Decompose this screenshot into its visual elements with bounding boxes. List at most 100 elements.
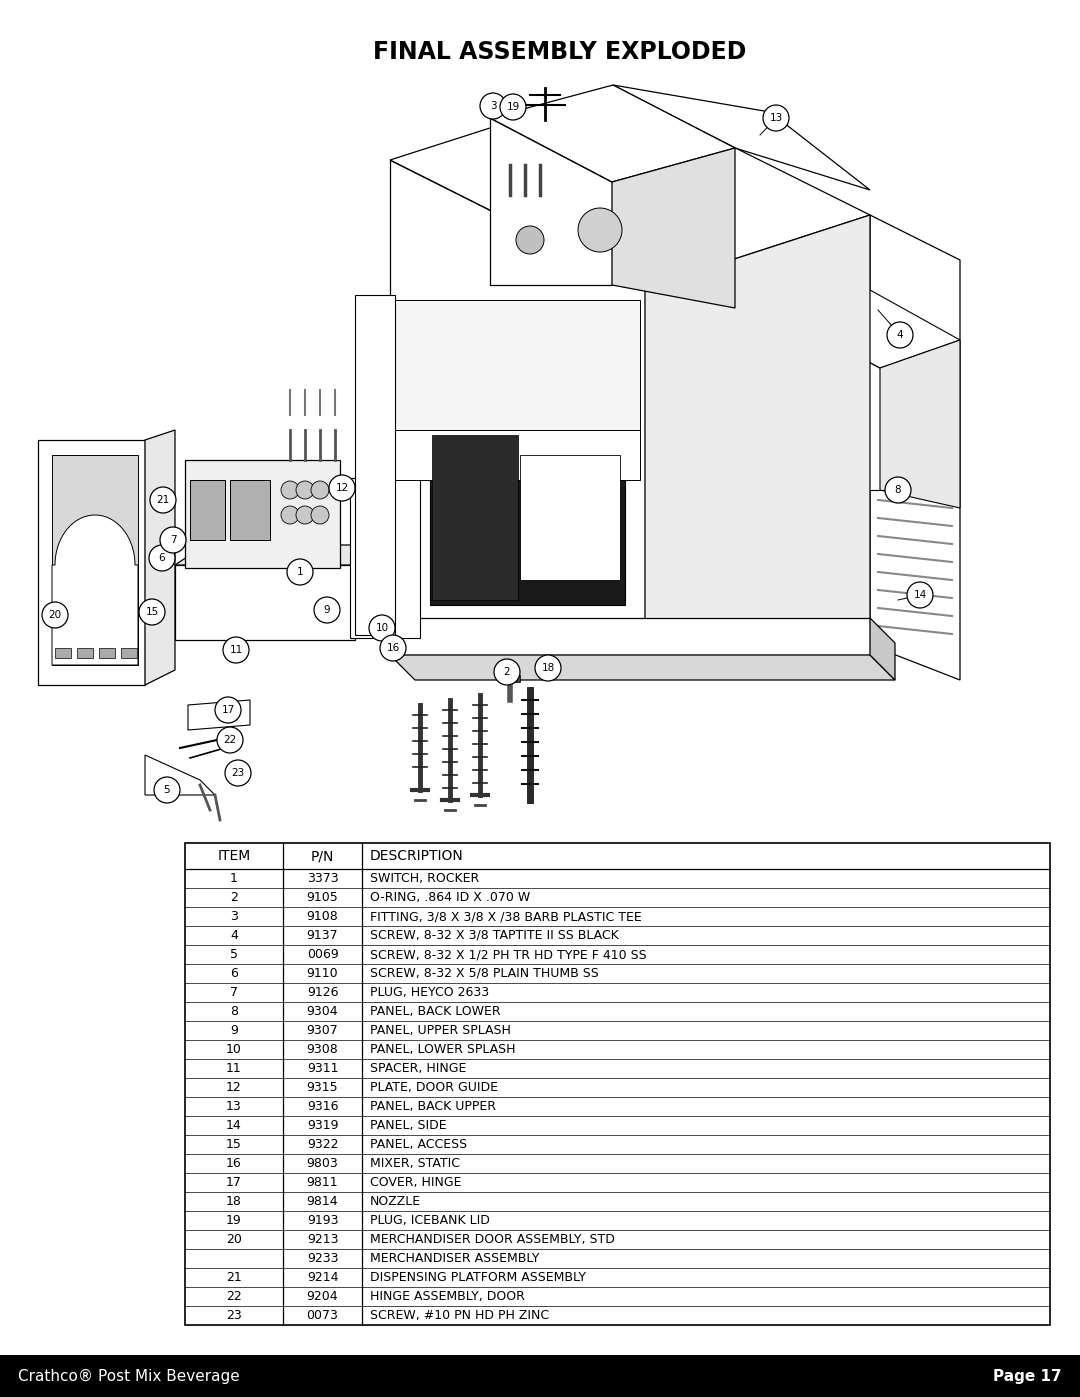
- Polygon shape: [880, 339, 960, 509]
- Text: 15: 15: [146, 608, 159, 617]
- Text: 18: 18: [226, 1194, 242, 1208]
- Text: 5: 5: [230, 949, 238, 961]
- Text: SCREW, 8-32 X 1/2 PH TR HD TYPE F 410 SS: SCREW, 8-32 X 1/2 PH TR HD TYPE F 410 SS: [370, 949, 647, 961]
- Text: PANEL, UPPER SPLASH: PANEL, UPPER SPLASH: [370, 1024, 511, 1037]
- Text: 3: 3: [230, 909, 238, 923]
- Text: SCREW, 8-32 X 3/8 TAPTITE II SS BLACK: SCREW, 8-32 X 3/8 TAPTITE II SS BLACK: [370, 929, 619, 942]
- Text: 17: 17: [221, 705, 234, 715]
- Text: 0069: 0069: [307, 949, 338, 961]
- Polygon shape: [185, 460, 340, 569]
- Text: 23: 23: [226, 1309, 242, 1322]
- Text: 9: 9: [324, 605, 330, 615]
- Polygon shape: [519, 455, 620, 580]
- Text: SPACER, HINGE: SPACER, HINGE: [370, 1062, 467, 1076]
- Text: PANEL, LOWER SPLASH: PANEL, LOWER SPLASH: [370, 1044, 515, 1056]
- Polygon shape: [870, 215, 960, 680]
- Text: 9214: 9214: [307, 1271, 338, 1284]
- Text: 0073: 0073: [307, 1309, 338, 1322]
- Circle shape: [296, 506, 314, 524]
- Text: 2: 2: [230, 891, 238, 904]
- Text: 3: 3: [489, 101, 497, 110]
- Text: 9316: 9316: [307, 1099, 338, 1113]
- Text: 20: 20: [226, 1234, 242, 1246]
- Circle shape: [150, 488, 176, 513]
- Circle shape: [149, 545, 175, 571]
- Text: 11: 11: [229, 645, 243, 655]
- Circle shape: [578, 208, 622, 251]
- Text: SWITCH, ROCKER: SWITCH, ROCKER: [370, 872, 480, 886]
- Text: 4: 4: [896, 330, 903, 339]
- Text: 22: 22: [224, 735, 237, 745]
- Text: 9319: 9319: [307, 1119, 338, 1132]
- Text: 9811: 9811: [307, 1176, 338, 1189]
- Polygon shape: [390, 655, 895, 680]
- Polygon shape: [188, 700, 249, 731]
- Bar: [0, 1355, 1080, 1397]
- Text: NOZZLE: NOZZLE: [370, 1194, 421, 1208]
- Bar: [99, 648, 114, 658]
- Text: 6: 6: [230, 967, 238, 981]
- Text: 9322: 9322: [307, 1139, 338, 1151]
- Text: 9204: 9204: [307, 1289, 338, 1303]
- Polygon shape: [52, 515, 138, 665]
- Text: PLUG, HEYCO 2633: PLUG, HEYCO 2633: [370, 986, 489, 999]
- Circle shape: [329, 475, 355, 502]
- Text: 4: 4: [230, 929, 238, 942]
- Circle shape: [215, 697, 241, 724]
- Text: 21: 21: [157, 495, 170, 504]
- Polygon shape: [145, 430, 175, 685]
- Polygon shape: [490, 117, 612, 285]
- Text: Page 17: Page 17: [994, 1369, 1062, 1383]
- Circle shape: [281, 506, 299, 524]
- Text: 1: 1: [230, 872, 238, 886]
- Text: PANEL, BACK UPPER: PANEL, BACK UPPER: [370, 1099, 496, 1113]
- Polygon shape: [355, 295, 395, 636]
- Text: 18: 18: [541, 664, 555, 673]
- Text: 9315: 9315: [307, 1081, 338, 1094]
- Text: 9803: 9803: [307, 1157, 338, 1171]
- Text: HINGE ASSEMBLY, DOOR: HINGE ASSEMBLY, DOOR: [370, 1289, 525, 1303]
- Text: 19: 19: [226, 1214, 242, 1227]
- Circle shape: [380, 636, 406, 661]
- Polygon shape: [390, 617, 870, 655]
- Polygon shape: [613, 85, 870, 190]
- Text: 10: 10: [376, 623, 389, 633]
- Text: 17: 17: [226, 1176, 242, 1189]
- Text: PLUG, ICEBANK LID: PLUG, ICEBANK LID: [370, 1214, 490, 1227]
- Text: 9304: 9304: [307, 1004, 338, 1018]
- Polygon shape: [432, 434, 518, 599]
- Polygon shape: [52, 455, 138, 665]
- Text: 14: 14: [226, 1119, 242, 1132]
- Text: MERCHANDISER DOOR ASSEMBLY, STD: MERCHANDISER DOOR ASSEMBLY, STD: [370, 1234, 615, 1246]
- Text: 9308: 9308: [307, 1044, 338, 1056]
- Polygon shape: [870, 617, 895, 680]
- Circle shape: [480, 94, 507, 119]
- Text: P/N: P/N: [311, 849, 334, 863]
- Polygon shape: [645, 215, 870, 645]
- Text: FINAL ASSEMBLY EXPLODED: FINAL ASSEMBLY EXPLODED: [374, 41, 746, 64]
- Text: 3373: 3373: [307, 872, 338, 886]
- Polygon shape: [500, 675, 519, 682]
- Text: MERCHANDISER ASSEMBLY: MERCHANDISER ASSEMBLY: [370, 1252, 539, 1266]
- Text: PANEL, SIDE: PANEL, SIDE: [370, 1119, 447, 1132]
- Polygon shape: [350, 478, 420, 638]
- Text: 16: 16: [387, 643, 400, 652]
- Circle shape: [887, 321, 913, 348]
- Circle shape: [314, 597, 340, 623]
- Text: COVER, HINGE: COVER, HINGE: [370, 1176, 461, 1189]
- Text: 9814: 9814: [307, 1194, 338, 1208]
- Polygon shape: [175, 545, 384, 564]
- Circle shape: [311, 506, 329, 524]
- Circle shape: [311, 481, 329, 499]
- Polygon shape: [230, 481, 270, 541]
- Text: MIXER, STATIC: MIXER, STATIC: [370, 1157, 460, 1171]
- Text: FITTING, 3/8 X 3/8 X /38 BARB PLASTIC TEE: FITTING, 3/8 X 3/8 X /38 BARB PLASTIC TE…: [370, 909, 642, 923]
- Polygon shape: [395, 300, 640, 430]
- Text: DESCRIPTION: DESCRIPTION: [370, 849, 463, 863]
- Text: 19: 19: [507, 102, 519, 112]
- Text: 6: 6: [159, 553, 165, 563]
- Text: 7: 7: [230, 986, 238, 999]
- Text: 7: 7: [170, 535, 176, 545]
- Bar: [121, 648, 137, 658]
- Text: 10: 10: [226, 1044, 242, 1056]
